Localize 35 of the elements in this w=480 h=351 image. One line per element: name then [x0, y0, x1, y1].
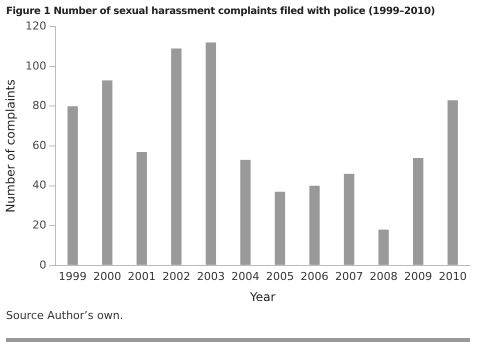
bar	[240, 160, 251, 265]
x-tick-label: 2010	[438, 270, 467, 283]
x-tick-label: 2005	[266, 270, 294, 283]
bar	[274, 192, 286, 265]
chart-title: Figure 1 Number of sexual harassment complaints filed with police (1999–2010)	[5, 5, 436, 17]
x-tick-label: 2003	[196, 270, 225, 283]
source-note: Source Author’s own.	[5, 308, 124, 322]
y-tick-label: 0	[39, 258, 46, 272]
x-tick-label: 2004	[231, 270, 260, 283]
y-axis-title: Number of complaints	[3, 79, 18, 213]
y-tick-label: 20	[32, 218, 46, 232]
x-tick-label: 2001	[128, 270, 156, 283]
x-tick-label: 1999	[58, 270, 87, 283]
bar	[378, 230, 389, 265]
y-tick-label: 120	[25, 19, 46, 32]
x-tick-label: 2009	[404, 270, 432, 283]
bar	[102, 80, 112, 265]
y-tick-label: 100	[25, 59, 46, 72]
x-tick-label: 2002	[162, 270, 190, 283]
x-tick-label: 2007	[335, 270, 364, 283]
y-tick-label: 40	[32, 178, 46, 192]
x-tick-label: 2000	[93, 270, 122, 283]
y-tick-label: 60	[32, 138, 46, 152]
x-axis-title: Year	[248, 290, 276, 304]
x-tick-label: 2006	[300, 270, 329, 283]
bar	[171, 48, 182, 265]
x-tick-label: 2008	[370, 270, 398, 283]
bar	[67, 106, 78, 265]
bar	[344, 174, 354, 265]
bar	[136, 152, 147, 265]
bar	[206, 42, 216, 265]
bar	[448, 100, 458, 265]
bar	[412, 158, 424, 265]
bar	[309, 186, 320, 265]
y-tick-label: 80	[32, 99, 46, 112]
